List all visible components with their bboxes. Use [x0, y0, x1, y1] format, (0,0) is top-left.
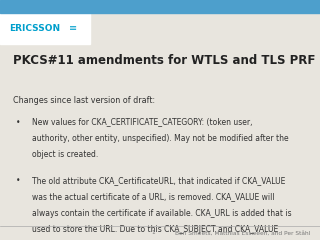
Text: PKCS#11 amendments for WTLS and TLS PRF: PKCS#11 amendments for WTLS and TLS PRF: [13, 54, 315, 67]
Text: always contain the certificate if available. CKA_URL is added that is: always contain the certificate if availa…: [32, 209, 292, 218]
Text: used to store the URL. Due to this CKA_SUBJECT and CKA_VALUE: used to store the URL. Due to this CKA_S…: [32, 225, 278, 234]
Text: Changes since last version of draft:: Changes since last version of draft:: [13, 96, 155, 105]
Bar: [0, 0, 320, 13]
Bar: [0, 13, 90, 44]
Text: object is created.: object is created.: [32, 150, 98, 159]
Text: New values for CKA_CERTIFICATE_CATEGORY: (token user,: New values for CKA_CERTIFICATE_CATEGORY:…: [32, 118, 252, 127]
Text: The old attribute CKA_CertificateURL, that indicated if CKA_VALUE: The old attribute CKA_CertificateURL, th…: [32, 176, 285, 185]
Text: •: •: [16, 176, 20, 185]
Text: •: •: [16, 118, 20, 127]
Text: authority, other entity, unspecified). May not be modified after the: authority, other entity, unspecified). M…: [32, 134, 289, 143]
Text: ERICSSON: ERICSSON: [10, 24, 61, 33]
Text: was the actual certificate of a URL, is removed. CKA_VALUE will: was the actual certificate of a URL, is …: [32, 192, 275, 202]
Text: ≡: ≡: [69, 23, 77, 33]
Text: 1: 1: [152, 230, 156, 235]
Text: Ben Smeets, Matthias Essween, and Per Ståhl: Ben Smeets, Matthias Essween, and Per St…: [175, 230, 310, 235]
